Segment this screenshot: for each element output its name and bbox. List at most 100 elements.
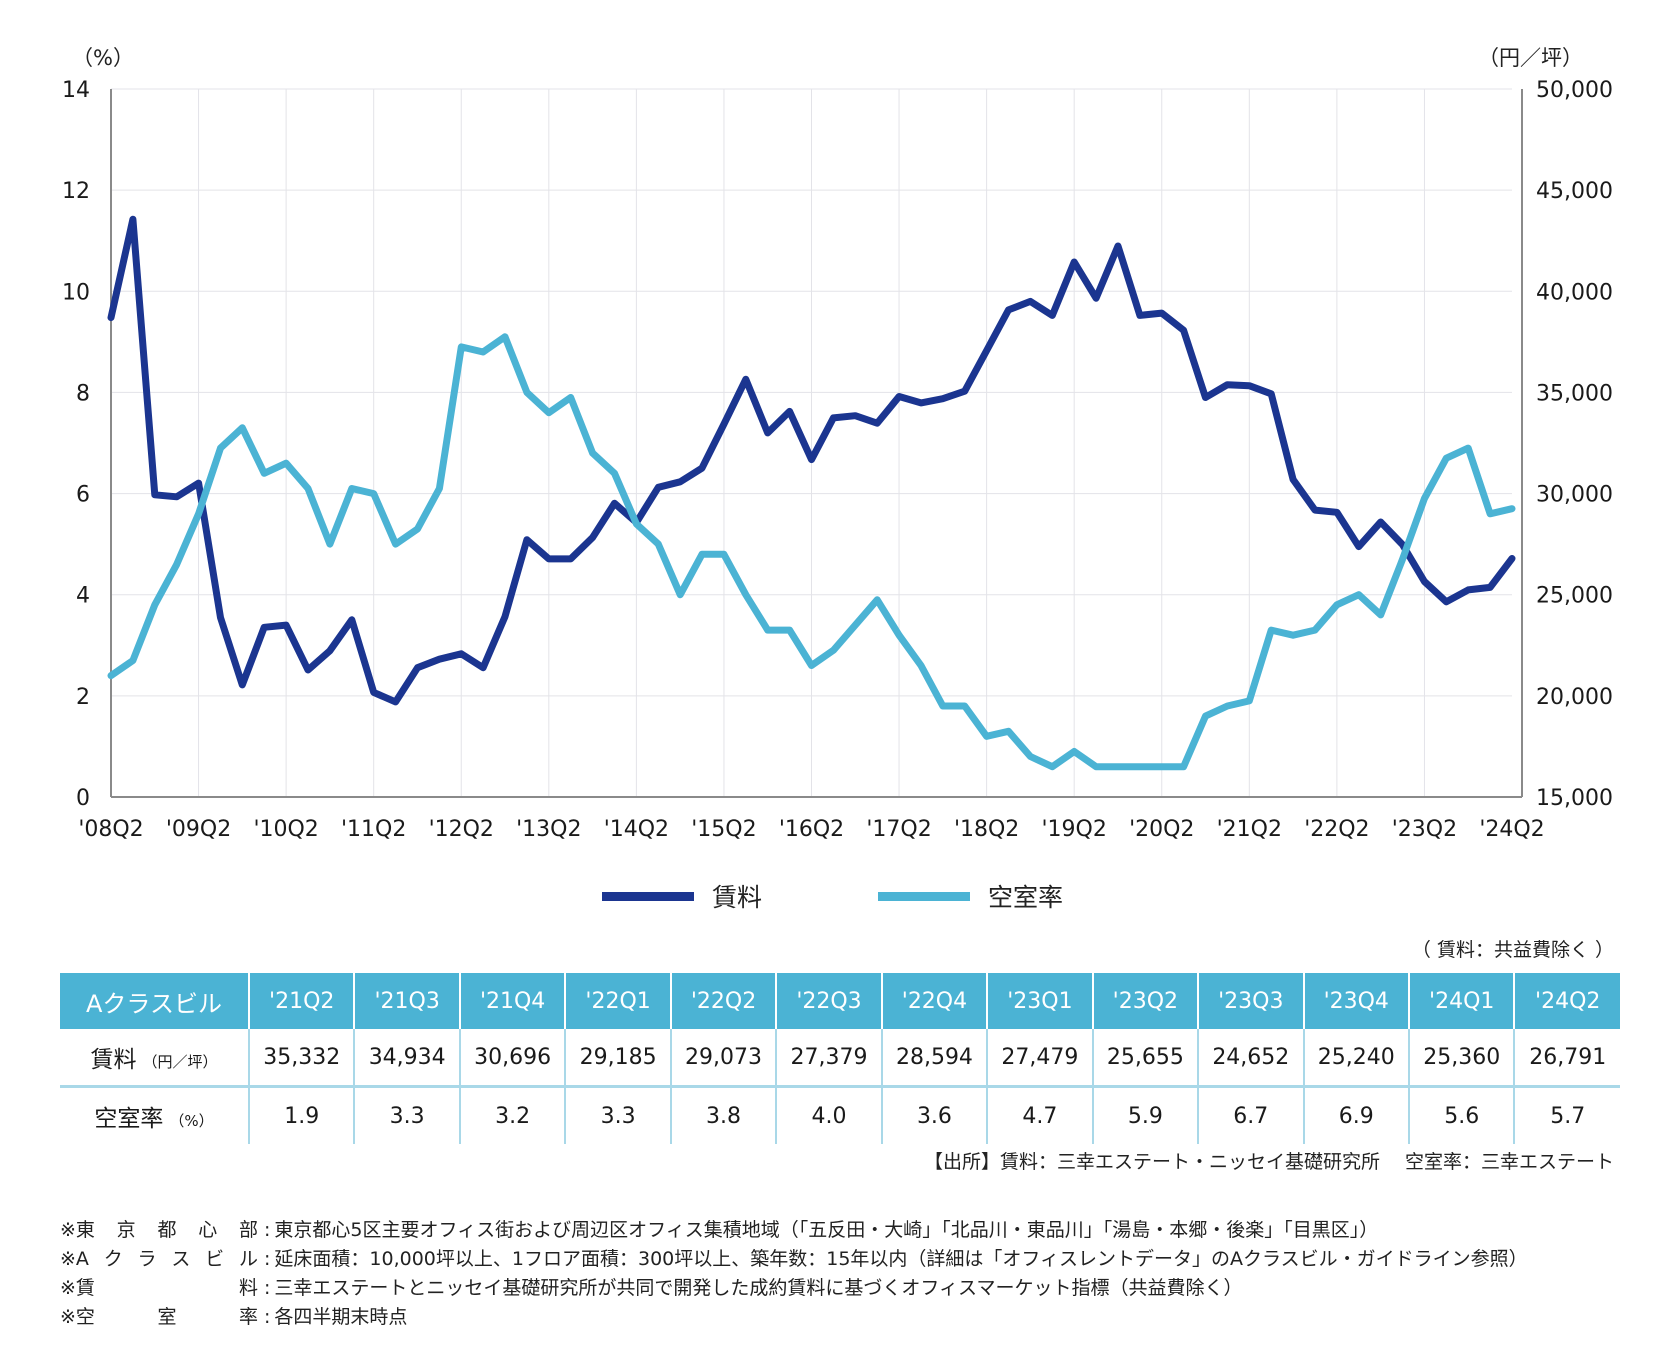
footnote-term: ※空 室 率 [60,1303,258,1332]
footnote-term-char: ※賃 [60,1277,95,1299]
column-header: '21Q4 [458,973,566,1029]
table-cell: 25,655 [1091,1029,1199,1088]
x-tick-label: '10Q2 [253,817,318,842]
column-header: '24Q2 [1513,973,1620,1029]
table-cell: 25,240 [1302,1029,1409,1088]
left-tick-label: 8 [76,381,90,406]
table-cell: 29,073 [669,1029,777,1088]
x-tick-label: '16Q2 [779,817,844,842]
table-cell: 5.6 [1407,1086,1515,1144]
footnote-text: 各四半期末時点 [274,1306,408,1328]
table-cell: 1.9 [247,1086,355,1144]
footnotes: ※東京都心部: 東京都心5区主要オフィス街および周辺区オフィス集積地域（「五反田・… [60,1216,1528,1332]
footnote-term: ※A クラスビル [60,1245,258,1274]
right-tick-label: 30,000 [1536,483,1613,508]
right-tick-label: 40,000 [1536,280,1613,305]
x-tick-label: '14Q2 [604,817,669,842]
table-cell: 35,332 [247,1029,355,1088]
x-tick-label: '13Q2 [516,817,581,842]
row-label-text: 賃料 [90,1047,137,1073]
footnote-term-char: 京 [116,1219,136,1241]
rent-note: （ 賃料：共益費除く ） [1411,939,1614,961]
footnote-separator: : [264,1248,271,1270]
line-chart: 0 15,000 2 20,000 4 25,000 6 30,000 8 35,000 10 40,… [62,78,1613,842]
footnote: ※A クラスビル: 延床面積：10,000坪以上、1フロア面積：300坪以上、築年数… [60,1245,1528,1274]
legend-swatch-vacancy [878,891,970,901]
left-tick-label: 12 [62,179,90,204]
table-cell: 3.3 [564,1086,671,1144]
row-label-text: 空室率 [94,1106,164,1132]
table-cell: 28,594 [880,1029,988,1088]
left-tick-label: 4 [76,584,90,609]
table-row-rent: 賃料 （円／坪） 35,332 34,934 30,696 29,185 29,0… [60,1029,1620,1088]
x-tick-label: '19Q2 [1042,817,1107,842]
legend-item-vacancy: 空室率 [878,876,1063,916]
x-tick-label: '15Q2 [691,817,756,842]
footnote: ※賃 料: 三幸エステートとニッセイ基礎研究所が共同で開発した成約賃料に基づくオフィ… [60,1274,1528,1303]
table-cell: 4.7 [986,1086,1093,1144]
x-tick-label: '23Q2 [1392,817,1457,842]
x-tick-label: '11Q2 [341,817,406,842]
table-cell: 5.9 [1091,1086,1199,1144]
right-tick-label: 50,000 [1536,78,1613,103]
footnote-separator: : [264,1306,271,1328]
table-cell: 26,791 [1513,1029,1620,1088]
series [107,215,1516,771]
column-header: '22Q2 [669,973,777,1029]
footnote-term-char: ※東 [60,1219,95,1241]
grid [111,88,1512,797]
footnote-term-char: 率 [238,1306,258,1328]
table-corner-header: Aクラスビル [60,973,249,1029]
footnote-term: ※東京都心部 [60,1216,258,1245]
table-cell: 3.8 [669,1086,777,1144]
row-unit: （%） [169,1112,214,1130]
footnote-term-char: ※空 [60,1306,95,1328]
footnote: ※東京都心部: 東京都心5区主要オフィス街および周辺区オフィス集積地域（「五反田・… [60,1216,1528,1245]
table-cell: 4.0 [775,1086,882,1144]
right-tick-label: 20,000 [1536,685,1613,710]
tick-labels: 0 15,000 2 20,000 4 25,000 6 30,000 8 35,000 10 40,… [62,78,1613,842]
footnote-separator: : [264,1219,271,1241]
footnote-term-char: ス [171,1248,191,1270]
footnote-separator: : [264,1277,271,1299]
table-cell: 3.6 [880,1086,988,1144]
footnote-term-char: ラ [137,1248,157,1270]
data-table: Aクラスビル '21Q2 '21Q3 '21Q4 '22Q1 '22Q2 '22… [60,973,1620,1144]
column-header: '21Q2 [247,973,355,1029]
x-tick-label: '09Q2 [166,817,231,842]
x-tick-label: '20Q2 [1129,817,1194,842]
footnote-text: 東京都心5区主要オフィス街および周辺区オフィス集積地域（「五反田・大崎」「北品川… [274,1219,1379,1241]
right-tick-label: 35,000 [1536,381,1613,406]
x-tick-label: '21Q2 [1217,817,1282,842]
legend-label-vacancy: 空室率 [988,883,1064,912]
legend-swatch-rent [602,891,694,901]
right-tick-label: 15,000 [1536,786,1613,811]
source-note: 【出所】賃料：三幸エステート・ニッセイ基礎研究所 空室率：三幸エステート [923,1151,1614,1173]
right-tick-label: 25,000 [1536,584,1613,609]
column-header: '23Q3 [1197,973,1304,1029]
footnote-term-char: 部 [238,1219,258,1241]
left-axis-unit: （%） [72,46,134,70]
footnote: ※空 室 率: 各四半期末時点 [60,1303,1528,1332]
footnote-term-char: ク [103,1248,123,1270]
x-tick-label: '18Q2 [954,817,1019,842]
column-header: '22Q1 [564,973,671,1029]
table-cell: 27,379 [775,1029,882,1088]
left-tick-label: 14 [62,78,90,103]
column-header: '23Q4 [1302,973,1409,1029]
table-cell: 24,652 [1197,1029,1304,1088]
left-tick-label: 2 [76,685,90,710]
column-header: '22Q3 [775,973,882,1029]
x-tick-label: '24Q2 [1479,817,1544,842]
footnote-text: 延床面積：10,000坪以上、1フロア面積：300坪以上、築年数：15年以内（詳… [274,1248,1528,1270]
column-header: '23Q1 [986,973,1093,1029]
left-tick-label: 0 [76,786,90,811]
x-tick-label: '12Q2 [429,817,494,842]
x-tick-label: '17Q2 [866,817,931,842]
footnote-text: 三幸エステートとニッセイ基礎研究所が共同で開発した成約賃料に基づくオフィスマーケ… [274,1277,1243,1299]
legend-label-rent: 賃料 [712,883,763,912]
column-header: '23Q2 [1091,973,1199,1029]
footnote-term-char: 料 [238,1277,258,1299]
table-cell: 3.3 [353,1086,460,1144]
table-cell: 30,696 [458,1029,566,1088]
